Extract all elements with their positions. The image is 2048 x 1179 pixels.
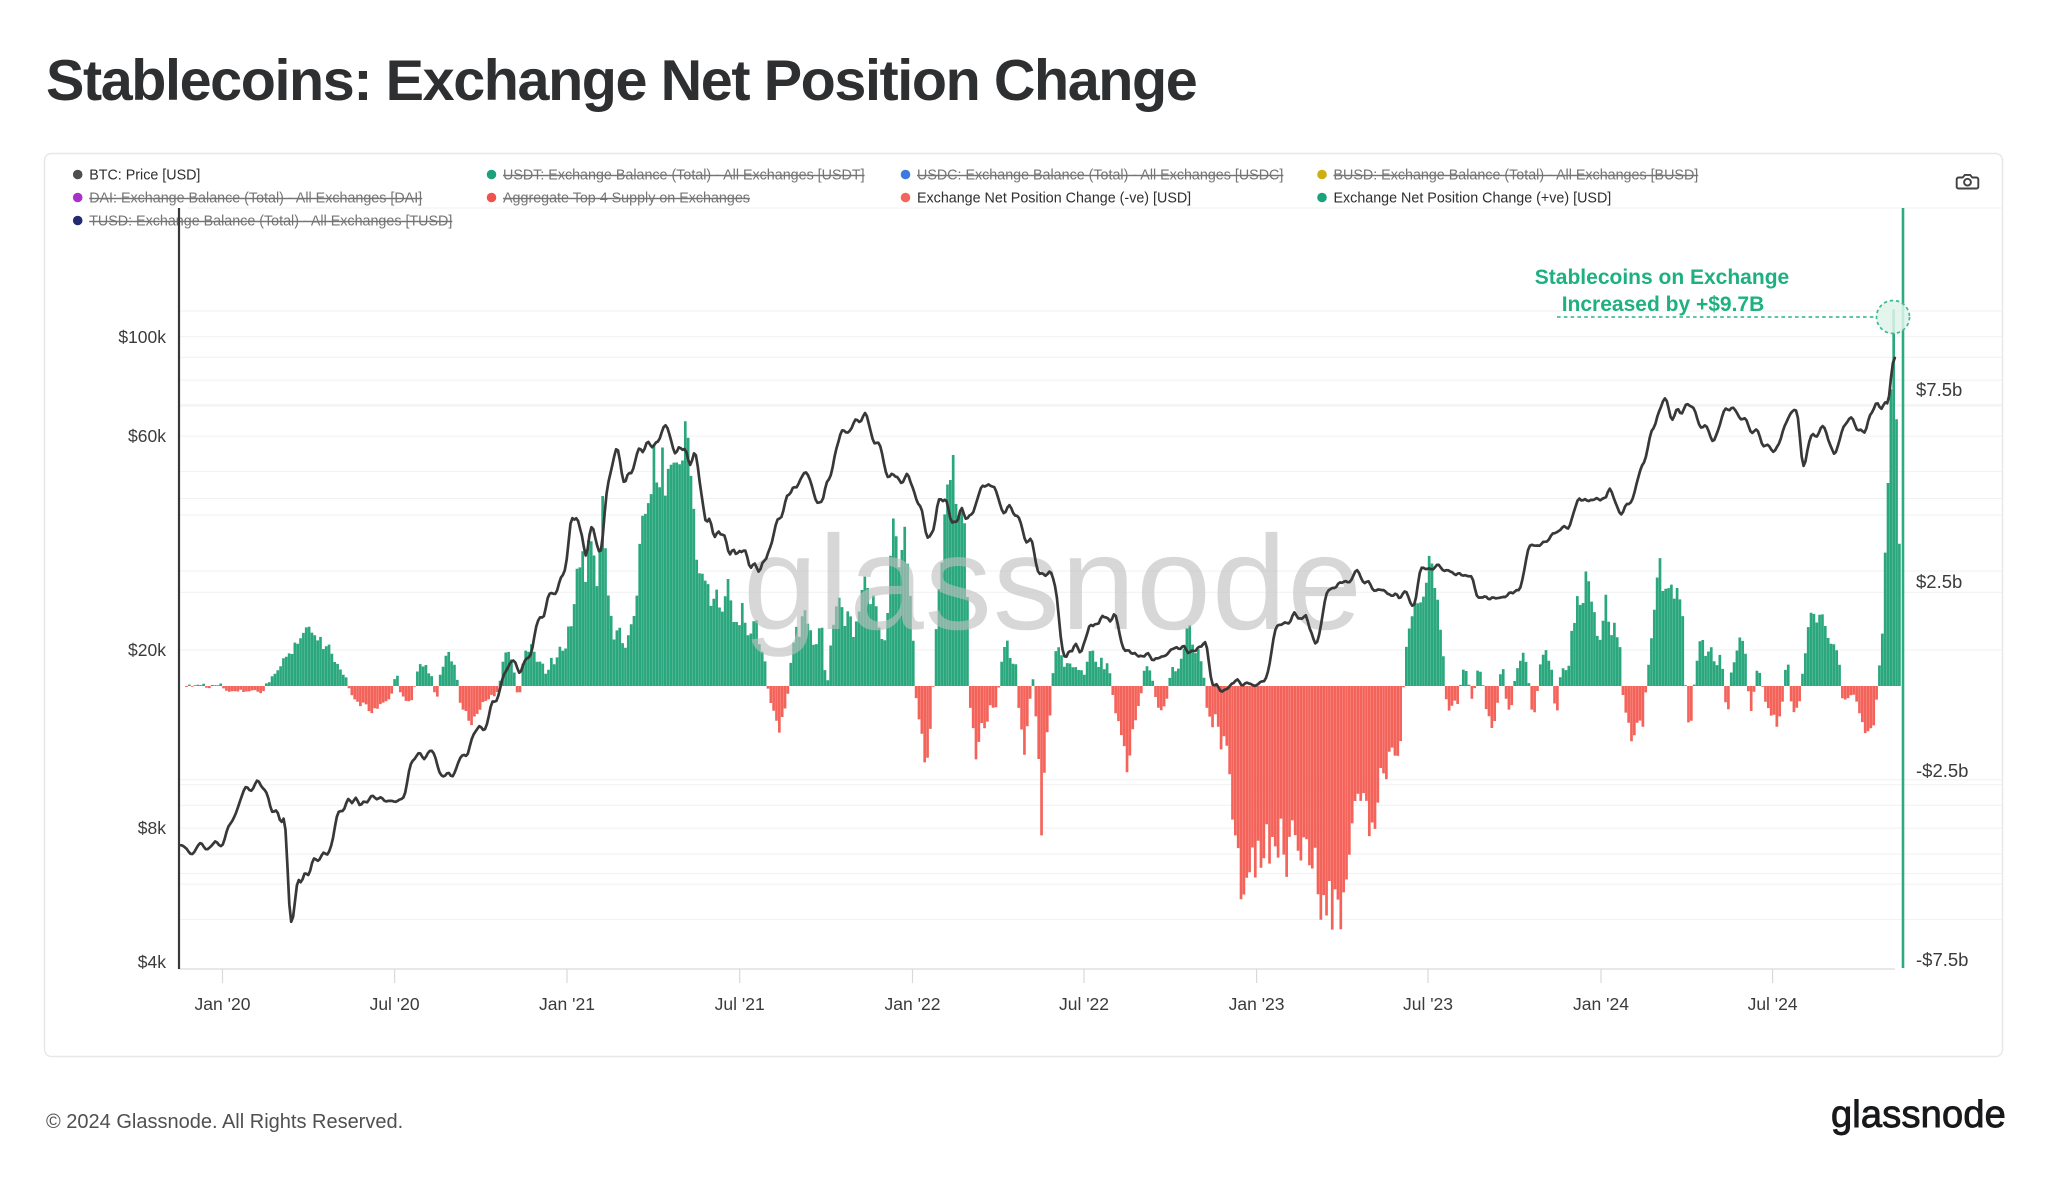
svg-text:Jan '24: Jan '24	[1573, 994, 1629, 1014]
svg-text:Increased by +$9.7B: Increased by +$9.7B	[1562, 293, 1765, 316]
svg-text:Exchange Net Position Change (: Exchange Net Position Change (+ve) [USD]	[1334, 191, 1612, 207]
svg-text:Stablecoins: Exchange Net Posi: Stablecoins: Exchange Net Position Chang…	[46, 49, 1197, 113]
svg-text:$20k: $20k	[128, 640, 166, 660]
svg-text:Jul '23: Jul '23	[1403, 994, 1453, 1014]
svg-text:Jan '22: Jan '22	[885, 994, 941, 1014]
svg-text:Stablecoins on Exchange: Stablecoins on Exchange	[1535, 266, 1789, 289]
svg-text:$60k: $60k	[128, 426, 166, 446]
svg-text:© 2024 Glassnode. All Rights R: © 2024 Glassnode. All Rights Reserved.	[46, 1111, 403, 1133]
svg-text:TUSD: Exchange Balance (Total): TUSD: Exchange Balance (Total) - All Exc…	[89, 214, 452, 230]
svg-text:Jan '20: Jan '20	[195, 994, 251, 1014]
svg-text:BTC: Price [USD]: BTC: Price [USD]	[89, 168, 200, 184]
svg-text:Aggregate Top 4 Supply on Exch: Aggregate Top 4 Supply on Exchanges	[503, 191, 750, 207]
svg-text:-$2.5b: -$2.5b	[1916, 760, 1968, 781]
svg-text:Exchange Net Position Change (: Exchange Net Position Change (-ve) [USD]	[917, 191, 1191, 207]
svg-text:USDT: Exchange Balance (Total): USDT: Exchange Balance (Total) - All Exc…	[503, 168, 865, 184]
svg-text:Jan '23: Jan '23	[1229, 994, 1285, 1014]
svg-text:$100k: $100k	[118, 327, 166, 347]
svg-text:$8k: $8k	[138, 818, 166, 838]
svg-text:BUSD: Exchange Balance (Total): BUSD: Exchange Balance (Total) - All Exc…	[1334, 168, 1699, 184]
svg-text:glassnode: glassnode	[743, 509, 1363, 658]
svg-text:$2.5b: $2.5b	[1916, 571, 1962, 592]
svg-text:Jan '21: Jan '21	[539, 994, 595, 1014]
svg-text:Jul '22: Jul '22	[1059, 994, 1109, 1014]
svg-text:$4k: $4k	[138, 952, 166, 972]
svg-text:Jul '24: Jul '24	[1748, 994, 1798, 1014]
svg-text:$7.5b: $7.5b	[1916, 379, 1962, 400]
svg-text:-$7.5b: -$7.5b	[1916, 949, 1968, 970]
svg-text:Jul '21: Jul '21	[715, 994, 765, 1014]
svg-text:glassnode: glassnode	[1831, 1094, 2006, 1136]
svg-text:Jul '20: Jul '20	[370, 994, 420, 1014]
svg-text:USDC: Exchange Balance (Total): USDC: Exchange Balance (Total) - All Exc…	[917, 168, 1283, 184]
svg-text:DAI: Exchange Balance (Total): DAI: Exchange Balance (Total) - All Exch…	[89, 191, 422, 207]
